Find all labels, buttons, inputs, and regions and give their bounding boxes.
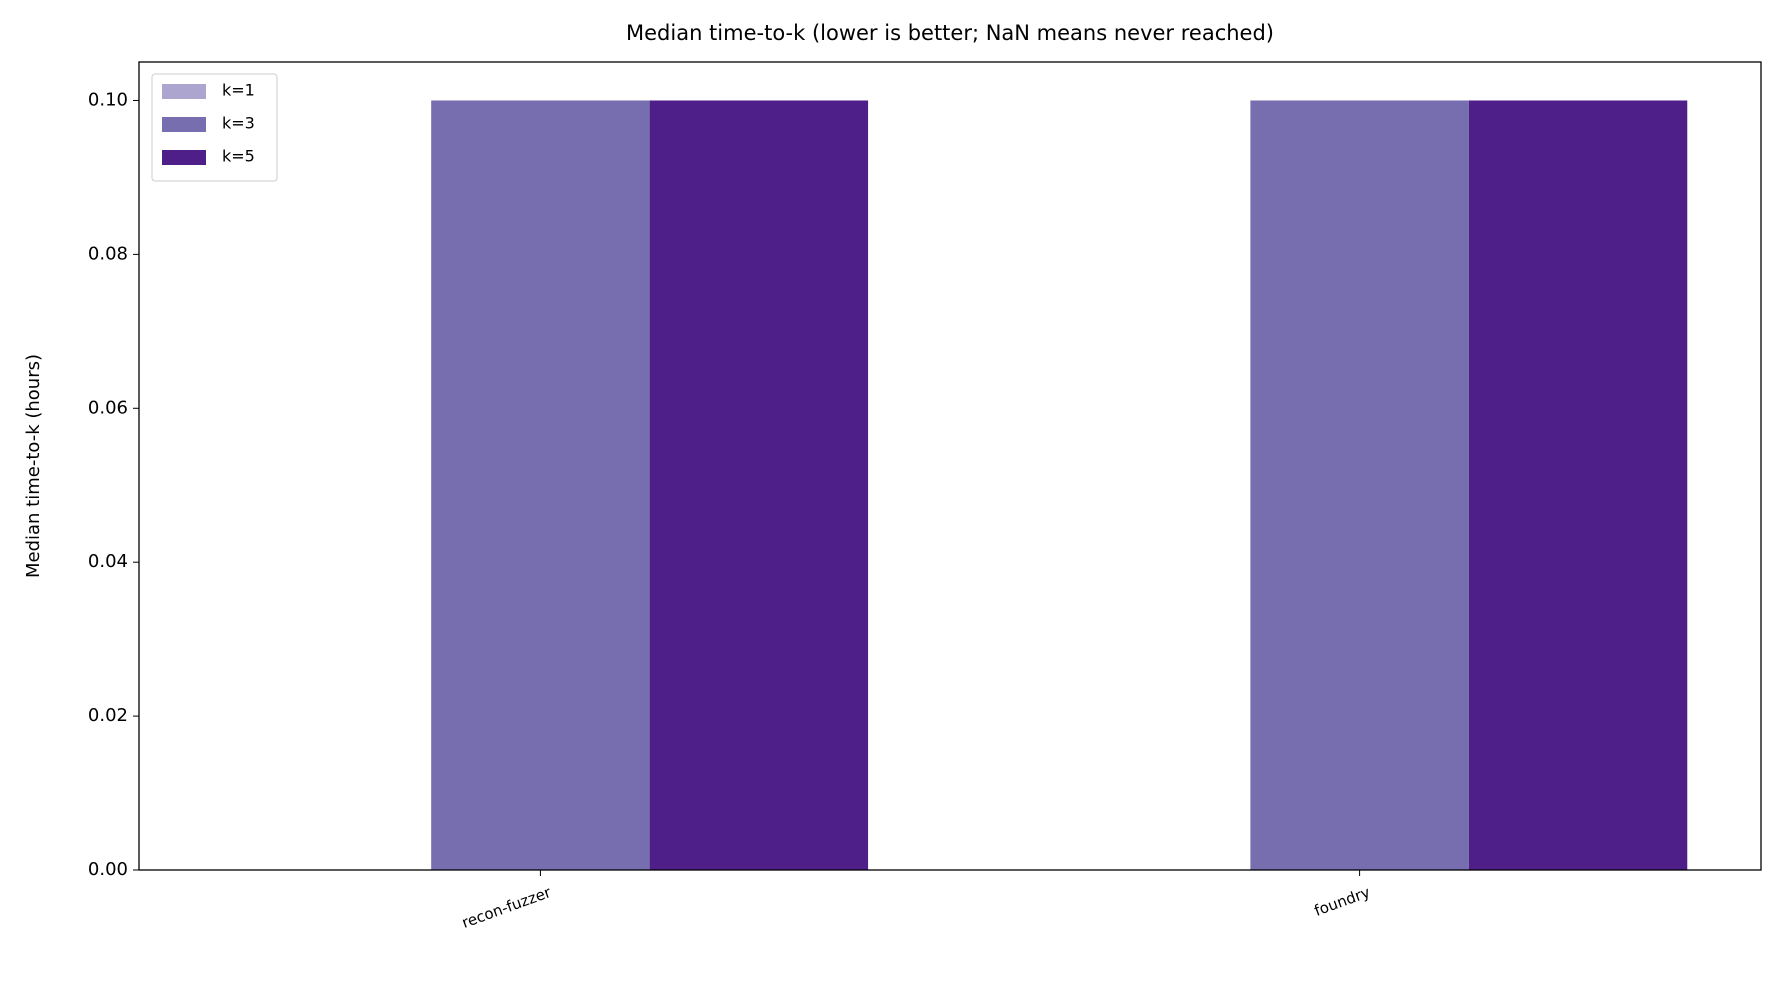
legend-swatch <box>162 84 206 99</box>
y-tick-label: 0.08 <box>88 243 128 264</box>
bar <box>1250 100 1469 870</box>
y-tick-label: 0.00 <box>88 859 128 880</box>
legend-swatch <box>162 117 206 132</box>
y-tick-label: 0.10 <box>88 89 128 110</box>
chart-title: Median time-to-k (lower is better; NaN m… <box>626 21 1274 45</box>
x-tick-label: foundry <box>1312 883 1373 920</box>
y-tick-label: 0.06 <box>88 397 128 418</box>
y-tick-label: 0.04 <box>88 551 128 572</box>
x-tick-label: recon-fuzzer <box>459 883 554 932</box>
legend-label: k=5 <box>222 147 255 166</box>
bar <box>649 100 869 870</box>
bar <box>431 100 650 870</box>
legend-label: k=3 <box>222 114 255 133</box>
legend: k=1 k=3 k=5 <box>151 73 278 182</box>
y-tick-label: 0.02 <box>88 705 128 726</box>
legend-swatch <box>162 150 206 165</box>
plot-frame <box>138 61 1762 871</box>
bar <box>1468 100 1688 870</box>
legend-label: k=1 <box>222 81 255 100</box>
y-axis-label: Median time-to-k (hours) <box>23 354 44 578</box>
